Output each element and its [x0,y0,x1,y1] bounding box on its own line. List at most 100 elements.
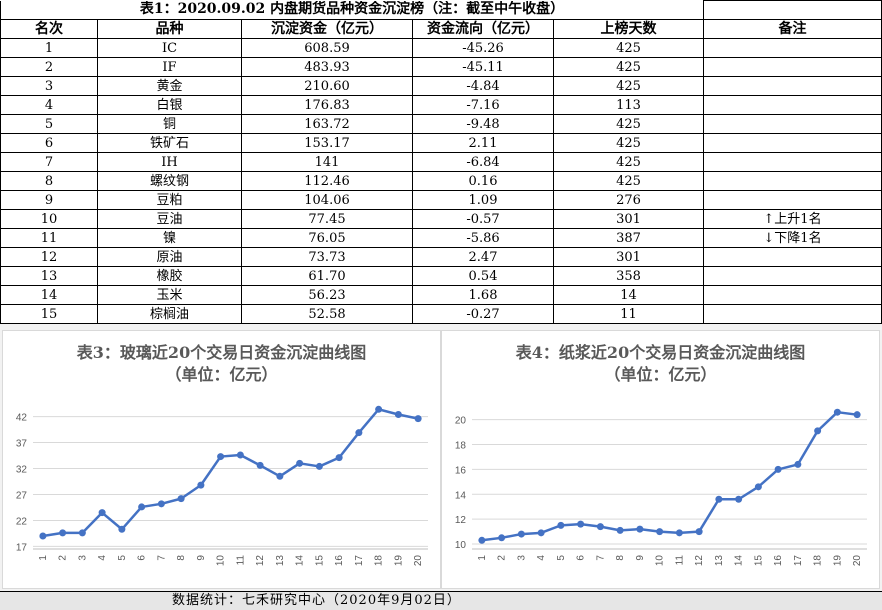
data-point [394,411,402,419]
x-tick-label: 1 [38,555,49,561]
x-tick-label: 8 [615,555,626,561]
cell-rank: 7 [0,152,98,172]
data-point [236,451,244,459]
cell-days: 425 [553,76,704,96]
cell-name: 螺纹钢 [97,171,242,191]
cell-flow: -45.11 [412,57,554,77]
data-point [355,429,363,437]
x-tick-label: 8 [176,555,187,561]
cell-flow: -0.57 [412,209,554,229]
cell-fund: 104.06 [241,190,413,210]
fund-ranking-table: 表1：2020.09.02 内盘期货品种资金沉淀榜（注：截至中午收盘） 名次 品… [0,0,882,324]
x-tick-label: 20 [413,555,424,567]
data-point [98,509,106,517]
cell-days: 301 [553,209,704,229]
x-tick-label: 6 [137,555,148,561]
data-point [256,461,264,469]
x-tick-label: 7 [156,555,167,561]
x-tick-label: 4 [97,555,108,561]
x-tick-label: 9 [196,555,207,561]
remark-text: ↑上升1名 [763,211,822,227]
cell-note [703,76,882,96]
x-tick-label: 6 [576,555,587,561]
x-tick-label: 17 [793,555,804,567]
pulp-chart-title: 表4：纸浆近20个交易日资金沉淀曲线图 [515,343,806,362]
pulp-chart: 表4：纸浆近20个交易日资金沉淀曲线图 （单位：亿元） 10 12 14 16 18 20… [441,330,880,589]
cell-note: ↑上升1名 [703,209,882,229]
data-point [616,526,624,534]
cell-days: 113 [553,95,704,115]
series-line [481,410,858,542]
cell-fund: 73.73 [241,247,413,267]
table-row: 15 棕榈油 52.58 -0.27 11 [0,304,882,324]
cell-flow: -5.86 [412,228,554,248]
cell-rank: 13 [0,266,98,286]
glass-chart-subtitle: （单位：亿元） [165,365,278,384]
cell-note [703,285,882,305]
cell-fund: 153.17 [241,133,413,153]
data-point [177,495,185,503]
cell-fund: 608.59 [241,38,413,58]
data-point [794,460,802,468]
table-row: 2 IF 483.93 -45.11 425 [0,57,882,77]
table-row: 3 黄金 210.60 -4.84 425 [0,76,882,96]
x-tick-label: 16 [334,555,345,567]
cell-days: 14 [553,285,704,305]
cell-fund: 56.23 [241,285,413,305]
col-header-note: 备注 [703,19,882,39]
cell-name: IC [97,38,242,58]
data-point [715,495,723,503]
col-header-days: 上榜天数 [553,19,704,39]
table-row: 7 IH 141 -6.84 425 [0,152,882,172]
y-tick-label: 22 [16,516,28,527]
series-line [42,408,419,538]
cell-days: 11 [553,304,704,324]
cell-flow: -7.16 [412,95,554,115]
cell-rank: 4 [0,95,98,115]
cell-name: 原油 [97,247,242,267]
cell-fund: 163.72 [241,114,413,134]
x-tick-label: 13 [275,555,286,567]
cell-fund: 141 [241,152,413,172]
data-point [774,465,782,473]
y-tick-label: 37 [16,439,28,450]
data-point [315,462,323,470]
cell-note [703,114,882,134]
cell-note [703,266,882,286]
x-tick-label: 13 [714,555,725,567]
data-point [39,532,47,540]
glass-chart: 表3：玻璃近20个交易日资金沉淀曲线图 （单位：亿元） 17 22 27 32 37 42… [2,330,441,589]
cell-rank: 1 [0,38,98,58]
cell-days: 425 [553,171,704,191]
data-point [118,525,126,533]
table-row: 6 铁矿石 153.17 2.11 425 [0,133,882,153]
y-tick-label: 18 [455,441,467,452]
table-row: 11 镍 76.05 -5.86 387 ↓下降1名 [0,228,882,248]
cell-flow: 2.47 [412,247,554,267]
cell-days: 358 [553,266,704,286]
cell-name: 铜 [97,114,242,134]
data-point [138,503,146,511]
cell-flow: -0.27 [412,304,554,324]
data-point [596,523,604,531]
cell-fund: 52.58 [241,304,413,324]
data-point [498,534,506,542]
x-tick-label: 3 [77,555,88,561]
cell-rank: 9 [0,190,98,210]
cell-note [703,57,882,77]
data-point [414,415,422,423]
cell-name: 豆粕 [97,190,242,210]
table-row: 1 IC 608.59 -45.26 425 [0,38,882,58]
cell-days: 425 [553,114,704,134]
cell-fund: 61.70 [241,266,413,286]
cell-flow: -45.26 [412,38,554,58]
data-point [814,427,822,435]
x-tick-label: 10 [216,555,227,567]
empty-cell [703,0,882,20]
x-tick-label: 1 [477,555,488,561]
col-header-flow: 资金流向（亿元） [412,19,554,39]
x-tick-label: 19 [832,555,843,567]
y-tick-label: 20 [455,416,467,427]
data-point [537,529,545,537]
